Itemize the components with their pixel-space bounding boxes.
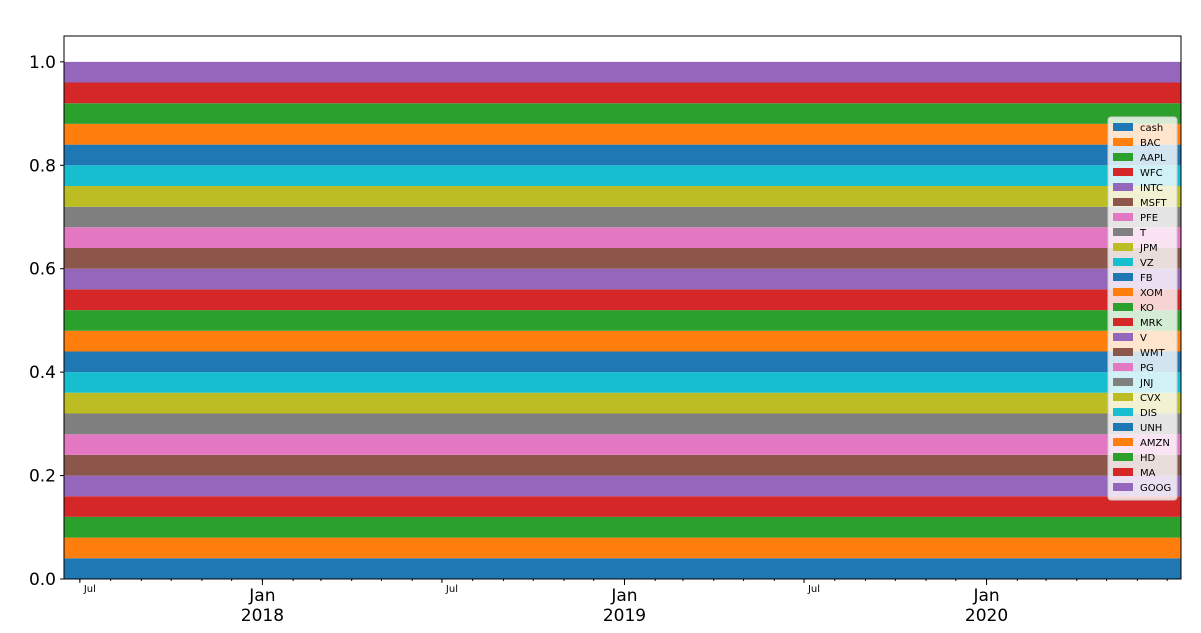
area-wfc [64,496,1181,517]
area-pfe [64,434,1181,455]
y-tick-label: 0.6 [29,260,56,280]
area-hd [64,103,1181,124]
area-aapl [64,516,1181,538]
y-axis: 0.0 0.2 0.4 0.6 0.8 1.0 [29,53,64,590]
legend-label-mrk: MRK [1140,318,1163,329]
area-bac [64,537,1181,559]
legend-label-vz: VZ [1140,258,1154,269]
x-tick-label-year: 2019 [603,606,646,626]
legend-label-ma: MA [1140,468,1156,479]
area-vz [64,372,1181,393]
area-v [64,268,1181,290]
area-unh [64,144,1181,166]
y-tick-label: 1.0 [29,53,56,73]
legend-swatch-cvx [1113,393,1133,401]
x-tick-label-month: Jan [972,586,999,606]
legend-label-dis: DIS [1140,408,1157,419]
area-msft [64,454,1181,476]
legend-label-jnj: JNJ [1139,378,1153,389]
x-tick-label-minor: Jul [445,584,458,595]
legend-label-wfc: WFC [1140,168,1163,179]
area-ma [64,82,1181,104]
legend-label-intc: INTC [1140,183,1163,194]
area-t [64,413,1181,435]
legend-label-aapl: AAPL [1140,153,1166,164]
legend-label-amzn: AMZN [1140,438,1170,449]
legend-swatch-fb [1113,273,1133,281]
legend-swatch-xom [1113,288,1133,296]
legend-swatch-jnj [1113,378,1133,386]
legend-swatch-aapl [1113,153,1133,161]
legend-label-hd: HD [1140,453,1156,464]
legend-label-xom: XOM [1140,288,1163,299]
legend-swatch-v [1113,333,1133,341]
legend-swatch-pg [1113,363,1133,371]
legend-label-ko: KO [1140,303,1154,314]
axes-frame [63,35,1182,580]
area-jnj [64,206,1181,228]
legend-box [1107,116,1178,501]
area-ko [64,310,1181,331]
y-tick-label: 0.0 [29,570,56,590]
legend-swatch-dis [1113,408,1133,416]
legend-swatch-jpm [1113,243,1133,251]
legend-label-t: T [1139,228,1147,239]
legend-swatch-mrk [1113,318,1133,326]
legend-swatch-bac [1113,138,1133,146]
legend-swatch-vz [1113,258,1133,266]
area-layers [64,61,1181,579]
legend-swatch-unh [1113,423,1133,431]
x-tick-label-year: 2020 [965,606,1008,626]
legend-label-cash: cash [1140,123,1163,134]
legend-swatch-msft [1113,198,1133,206]
area-goog [64,61,1181,83]
legend-swatch-ma [1113,468,1133,476]
legend-label-msft: MSFT [1140,198,1168,209]
legend-swatch-hd [1113,453,1133,461]
legend-swatch-wfc [1113,168,1133,176]
legend-label-cvx: CVX [1140,393,1161,404]
x-tick-label-minor: Jul [807,584,820,595]
legend-label-pg: PG [1140,363,1154,374]
legend-label-bac: BAC [1140,138,1161,149]
legend-swatch-amzn [1113,438,1133,446]
legend-swatch-pfe [1113,213,1133,221]
area-fb [64,351,1181,373]
area-cvx [64,186,1181,207]
legend-label-unh: UNH [1140,423,1162,434]
y-tick-label: 0.4 [29,363,56,383]
area-dis [64,165,1181,186]
legend-label-v: V [1140,333,1147,344]
x-tick-label-month: Jan [248,586,275,606]
area-mrk [64,289,1181,311]
area-jpm [64,392,1181,414]
area-cash [64,558,1181,579]
y-tick-label: 0.2 [29,467,56,487]
x-tick-label-year: 2018 [241,606,284,626]
legend-swatch-wmt [1113,348,1133,356]
area-intc [64,475,1181,497]
legend: cash BAC AAPL WFC INTC MSFT PFE T JPM VZ FB XOM KO MR… [1107,116,1178,501]
legend-label-goog: GOOG [1140,483,1171,494]
area-pg [64,227,1181,248]
legend-swatch-ko [1113,303,1133,311]
y-tick-label: 0.8 [29,156,56,176]
legend-label-fb: FB [1140,273,1153,284]
area-wmt [64,248,1181,269]
x-tick-label-month: Jan [610,586,637,606]
area-xom [64,330,1181,352]
x-tick-label-minor: Jul [83,584,96,595]
legend-swatch-cash [1113,123,1133,131]
area-amzn [64,123,1181,145]
legend-swatch-t [1113,228,1133,236]
legend-label-wmt: WMT [1140,348,1166,359]
legend-label-jpm: JPM [1139,243,1158,254]
legend-swatch-goog [1113,483,1133,491]
legend-swatch-intc [1113,183,1133,191]
legend-label-pfe: PFE [1140,213,1158,224]
